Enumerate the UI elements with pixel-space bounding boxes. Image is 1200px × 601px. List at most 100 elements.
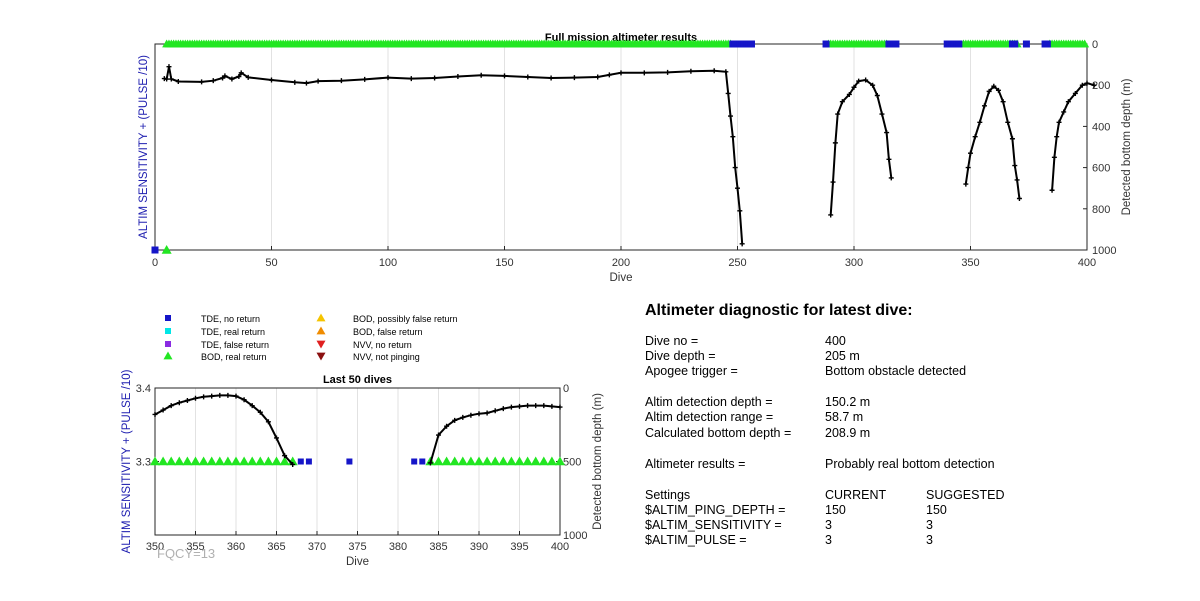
x-tick-label: 400: [1078, 257, 1096, 269]
x-tick-label: 150: [495, 257, 513, 269]
bottom-depth-marker: [735, 185, 740, 191]
bottom-depth-marker: [1054, 134, 1060, 140]
bottom-depth-marker: [533, 403, 539, 409]
bottom-depth-marker: [492, 408, 498, 414]
bottom-depth-marker: [1056, 119, 1062, 125]
bottom-depth-marker: [1005, 119, 1011, 125]
setting-label-ping-depth: $ALTIM_PING_DEPTH =: [645, 503, 786, 517]
full-mission-chart: 0 50 100 150 200 250 300 350 400 0 200 400 600 800 100…: [138, 32, 1133, 284]
bottom-depth-marker: [1079, 82, 1085, 88]
bottom-depth-marker: [884, 130, 890, 136]
bottom-depth-marker: [238, 70, 244, 76]
bod-real-return-marker: [457, 456, 468, 466]
legend-label: TDE, no return: [201, 314, 260, 324]
bottom-depth-marker: [981, 103, 987, 109]
bottom-depth-marker: [484, 410, 490, 416]
bottom-depth-marker: [641, 70, 647, 76]
legend-label: TDE, false return: [201, 340, 269, 350]
bottom-depth-marker: [863, 77, 869, 83]
y-left-axis-label: ALTIM SENSITIVITY + (PULSE /10): [138, 55, 150, 239]
bod-real-return-marker: [158, 456, 169, 466]
setting-suggested-pulse: 3: [926, 533, 933, 547]
bottom-depth-marker: [968, 150, 973, 156]
legend-triangle-up-icon: [163, 351, 173, 360]
setting-current-ping-depth: 150: [825, 503, 846, 517]
bod-real-return-marker: [255, 456, 266, 466]
bottom-depth-marker: [315, 78, 321, 84]
tde-no-return-marker: [747, 40, 755, 48]
diag-label-dive-no: Dive no =: [645, 334, 699, 348]
bottom-depth-marker: [595, 74, 601, 80]
bottom-depth-marker: [500, 406, 506, 412]
x-tick-label: 350: [146, 541, 164, 553]
bottom-depth-marker: [210, 78, 216, 84]
bottom-depth-marker: [832, 140, 838, 146]
bottom-depth-marker: [455, 74, 461, 80]
y-right-tick-label: 200: [1092, 80, 1110, 92]
x-tick-label: 400: [551, 541, 569, 553]
x-tick-label: 360: [227, 541, 245, 553]
bottom-depth-marker: [739, 241, 745, 247]
setting-label-sensitivity: $ALTIM_SENSITIVITY =: [645, 518, 782, 532]
bod-real-return-marker: [498, 456, 509, 466]
diag-label-detection-depth: Altim detection depth =: [645, 395, 773, 409]
bottom-depth-marker: [201, 394, 207, 400]
chart-title: Last 50 dives: [323, 374, 392, 386]
bottom-depth-marker: [292, 79, 298, 85]
bottom-depth-marker: [290, 461, 296, 467]
tde-no-return-marker: [346, 458, 353, 465]
bottom-depth-marker: [249, 403, 255, 409]
bottom-depth-marker: [229, 76, 235, 82]
bottom-depth-marker: [517, 403, 522, 409]
tde-no-return-marker: [411, 458, 418, 465]
bod-real-return-marker: [506, 456, 517, 466]
bottom-depth-marker: [508, 404, 514, 410]
bottom-depth-line: [429, 404, 561, 464]
x-tick-label: 50: [265, 257, 277, 269]
bottom-depth-marker: [385, 75, 391, 81]
x-tick-label: 350: [961, 257, 979, 269]
bottom-depth-marker: [175, 78, 181, 84]
x-tick-label: 390: [470, 541, 488, 553]
bottom-depth-marker: [1084, 80, 1090, 86]
y-right-tick-label: 800: [1092, 204, 1110, 216]
bottom-depth-marker: [460, 414, 466, 420]
bottom-depth-marker: [874, 93, 880, 98]
bottom-depth-marker: [549, 403, 555, 409]
diag-value-detection-depth: 150.2 m: [825, 395, 871, 409]
setting-suggested-ping-depth: 150: [926, 503, 947, 517]
tde-no-return-marker: [822, 40, 830, 48]
x-axis-label: Dive: [346, 556, 369, 568]
y-right-tick-label: 400: [1092, 121, 1110, 133]
tde-no-return-marker: [1043, 40, 1051, 48]
setting-suggested-sensitivity: 3: [926, 518, 933, 532]
bottom-depth-marker: [1000, 99, 1006, 105]
bottom-depth-marker: [963, 181, 969, 187]
x-tick-label: 375: [348, 541, 366, 553]
bottom-depth-marker: [478, 72, 484, 78]
settings-header-suggested: SUGGESTED: [926, 488, 1005, 502]
setting-label-pulse: $ALTIM_PULSE =: [645, 533, 747, 547]
bottom-depth-marker: [730, 134, 736, 140]
tde-no-return-marker: [955, 40, 963, 48]
bottom-depth-line: [964, 84, 1021, 199]
bottom-depth-marker: [1049, 187, 1055, 193]
legend-triangle-up-icon: [316, 313, 326, 322]
bottom-depth-marker: [548, 75, 554, 81]
bod-real-return-marker: [247, 456, 258, 466]
bottom-depth-marker: [225, 392, 231, 398]
y-right-tick-label: 600: [1092, 163, 1110, 175]
tde-no-return-marker: [297, 458, 304, 465]
bod-real-return-marker: [514, 456, 525, 466]
y-right-tick-label: 0: [563, 383, 569, 395]
bottom-depth-marker: [986, 88, 992, 94]
bottom-depth-marker: [711, 68, 717, 74]
diag-value-detection-range: 58.7 m: [825, 410, 864, 424]
legend-triangle-down-icon: [316, 352, 326, 361]
bottom-depth-marker: [972, 134, 978, 140]
bottom-depth-marker: [1072, 90, 1078, 96]
y-right-tick-label: 0: [1092, 39, 1098, 51]
bottom-depth-marker: [427, 460, 433, 466]
bottom-depth-marker: [991, 83, 997, 89]
